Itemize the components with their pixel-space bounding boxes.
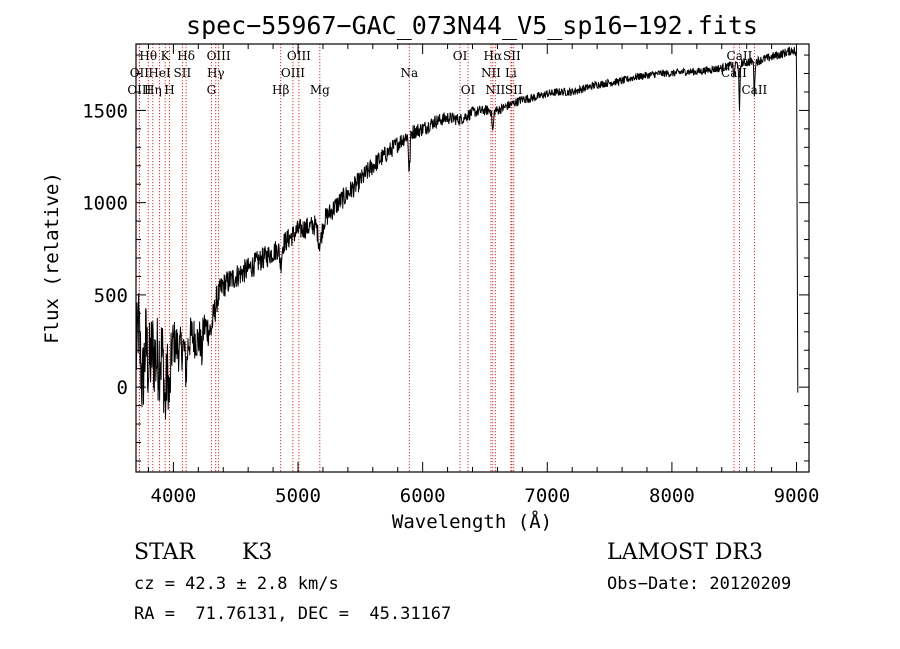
spectral-line-label: HeI [148,66,171,80]
object-subclass: K3 [242,540,273,565]
x-tick-label: 7000 [524,485,570,507]
x-tick-label: 6000 [400,485,446,507]
spectral-line-label: OIII [127,83,151,97]
spectrum-flux-line [135,46,799,420]
x-axis-label: Wavelength (Å) [392,510,552,533]
spectral-line-markers [138,44,755,472]
spectral-line-label: SII [505,83,523,97]
spectral-line-label: Mg [310,83,330,97]
x-tick-labels: 4000 5000 6000 7000 8000 9000 [151,485,820,507]
x-tick-label: 9000 [774,485,820,507]
survey-name: LAMOST DR3 [607,540,763,565]
y-tick-label: 0 [117,377,128,399]
spectral-line-label: Hγ [207,66,225,80]
chart-title: spec−55967−GAC_073N44_V5_sp16−192.fits [186,11,758,40]
spectral-line-label: OI [453,49,468,63]
plot-frame [135,43,810,473]
spectral-line-label: NII [485,83,505,97]
spectral-line-label: OIII [281,66,305,80]
spectral-line-label: OIII [287,49,311,63]
axis-ticks [136,44,809,472]
object-class: STAR [134,540,195,565]
spectral-line-label: Hη [144,83,162,97]
spectral-line-label: Hβ [272,83,289,97]
y-tick-label: 500 [94,285,128,307]
y-axis-label: Flux (relative) [41,172,63,344]
x-tick-label: 8000 [649,485,695,507]
spectral-line-label: OI [461,83,476,97]
coordinates: RA = 71.76131, DEC = 45.31167 [134,604,452,624]
spectral-line-label: CaII [727,49,753,63]
redshift-value: cz = 42.3 ± 2.8 km/s [134,574,339,594]
spectral-line-label: NII [481,66,501,80]
y-tick-label: 1000 [82,193,128,215]
observation-date: Obs−Date: 20120209 [607,574,792,594]
spectral-line-label: H [164,83,174,97]
y-tick-label: 1500 [82,100,128,122]
spectral-line-label: Hα [484,49,503,63]
spectrum-chart: spec−55967−GAC_073N44_V5_sp16−192.fits H… [41,11,820,533]
spectral-line-label: Na [400,66,418,80]
spectral-line-label: SII [174,66,192,80]
spectral-line-label: Li [505,66,517,80]
spectral-line-label: OII [130,66,150,80]
x-tick-label: 4000 [151,485,197,507]
spectral-line-label: K [161,49,171,63]
spectral-line-label: OIII [207,49,231,63]
spectral-line-label: Hθ [139,49,157,63]
x-tick-label: 5000 [275,485,321,507]
spectral-line-label: Hδ [177,49,195,63]
spectral-line-label: G [207,83,217,97]
spectral-line-label: SII [503,49,521,63]
y-tick-labels: 0 500 1000 1500 [82,100,128,399]
